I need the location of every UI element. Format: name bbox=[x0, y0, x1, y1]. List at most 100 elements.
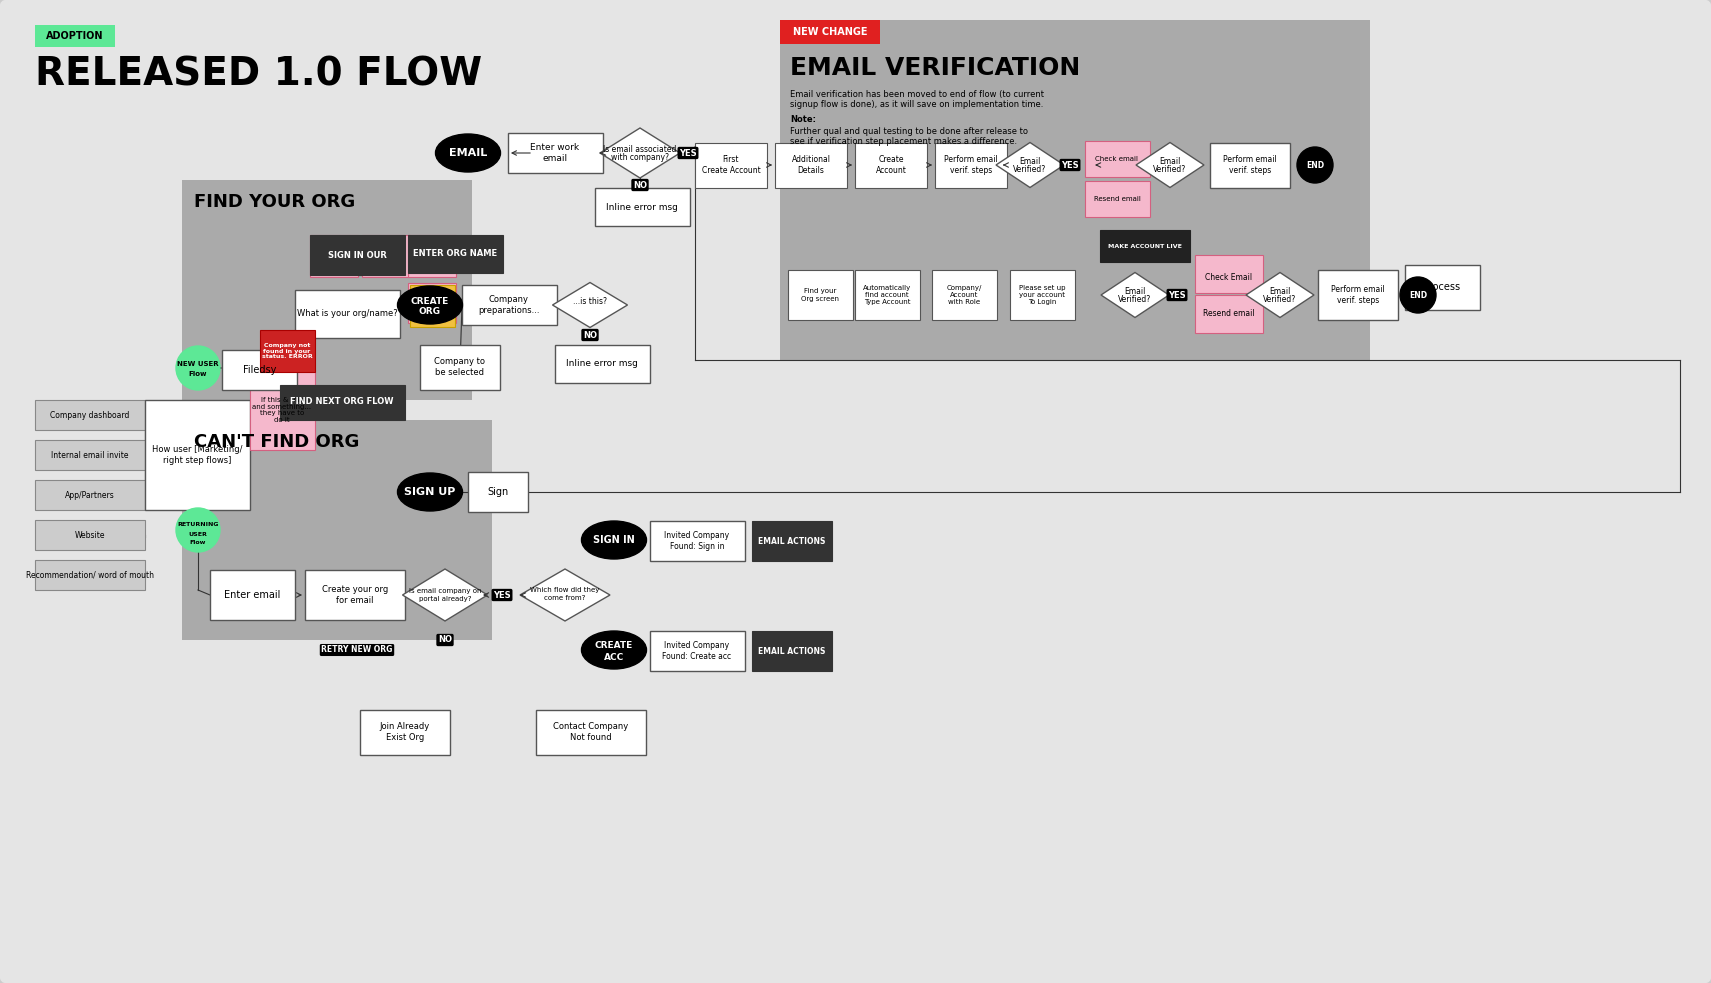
Circle shape bbox=[176, 346, 221, 390]
Text: YES: YES bbox=[1169, 291, 1186, 300]
Ellipse shape bbox=[582, 521, 647, 559]
Circle shape bbox=[1297, 147, 1333, 183]
Text: ENTER ORG NAME: ENTER ORG NAME bbox=[412, 250, 498, 259]
Text: Email: Email bbox=[1160, 156, 1181, 165]
Text: Which flow did they: Which flow did they bbox=[530, 587, 599, 593]
Text: Flow: Flow bbox=[188, 371, 207, 377]
Text: Is email associated: Is email associated bbox=[604, 145, 676, 153]
Text: Recommendation/ word of mouth: Recommendation/ word of mouth bbox=[26, 570, 154, 580]
Bar bbox=[695, 143, 767, 188]
Bar bbox=[1100, 230, 1189, 262]
Text: Contact Company
Not found: Contact Company Not found bbox=[553, 723, 628, 742]
Text: NO: NO bbox=[633, 181, 647, 190]
Text: NO: NO bbox=[583, 330, 597, 339]
Bar bbox=[856, 270, 921, 320]
Text: USER: USER bbox=[188, 532, 207, 537]
Bar bbox=[359, 710, 450, 755]
Text: Verified?: Verified? bbox=[1119, 295, 1152, 304]
Bar bbox=[305, 570, 406, 620]
Text: Note:: Note: bbox=[790, 115, 816, 124]
Bar bbox=[34, 25, 115, 47]
Text: Additional
Details: Additional Details bbox=[792, 155, 830, 175]
Text: Perform email
verif. steps: Perform email verif. steps bbox=[1223, 155, 1276, 175]
Text: Check Email: Check Email bbox=[1206, 272, 1252, 281]
Text: First
Create Account: First Create Account bbox=[702, 155, 760, 175]
Polygon shape bbox=[1246, 272, 1314, 318]
Text: Website: Website bbox=[75, 531, 106, 540]
Bar bbox=[34, 560, 145, 590]
Text: Create your org
for email: Create your org for email bbox=[322, 585, 388, 605]
Bar bbox=[181, 420, 493, 640]
Text: Inline error msg: Inline error msg bbox=[566, 360, 638, 369]
Bar bbox=[34, 400, 145, 430]
Text: Inline error msg: Inline error msg bbox=[606, 202, 678, 211]
Bar bbox=[310, 235, 358, 277]
Text: Verified?: Verified? bbox=[1013, 164, 1047, 174]
Bar bbox=[508, 133, 602, 173]
Text: Email: Email bbox=[1270, 286, 1290, 296]
Text: ACC: ACC bbox=[604, 654, 625, 663]
Bar bbox=[856, 143, 927, 188]
Circle shape bbox=[176, 508, 221, 552]
Text: with company?: with company? bbox=[611, 153, 669, 162]
Text: Verified?: Verified? bbox=[1153, 164, 1187, 174]
Bar bbox=[294, 290, 400, 338]
Text: Invited Company
Found: Create acc: Invited Company Found: Create acc bbox=[662, 641, 732, 661]
Text: Resend email: Resend email bbox=[1093, 196, 1141, 202]
Bar bbox=[789, 270, 854, 320]
Bar bbox=[407, 235, 503, 273]
Bar bbox=[1009, 270, 1075, 320]
Text: YES: YES bbox=[493, 591, 512, 600]
Text: RELEASED 1.0 FLOW: RELEASED 1.0 FLOW bbox=[34, 56, 483, 94]
Text: SIGN IN OUR: SIGN IN OUR bbox=[327, 251, 387, 260]
Text: ...is this?: ...is this? bbox=[573, 297, 607, 306]
Ellipse shape bbox=[582, 631, 647, 669]
Bar bbox=[34, 520, 145, 550]
Bar bbox=[650, 521, 744, 561]
Ellipse shape bbox=[397, 473, 462, 511]
Text: Enter work
email: Enter work email bbox=[530, 144, 580, 163]
Bar bbox=[310, 235, 406, 275]
Text: Join Already
Exist Org: Join Already Exist Org bbox=[380, 723, 429, 742]
Bar bbox=[932, 270, 998, 320]
Text: Verified?: Verified? bbox=[1263, 295, 1297, 304]
Bar bbox=[595, 188, 690, 226]
Bar bbox=[210, 570, 294, 620]
Ellipse shape bbox=[436, 134, 501, 172]
Text: come from?: come from? bbox=[544, 595, 585, 601]
Text: CREATE: CREATE bbox=[411, 297, 448, 306]
Text: Email verification has been moved to end of flow (to current
signup flow is done: Email verification has been moved to end… bbox=[790, 90, 1044, 109]
Polygon shape bbox=[553, 282, 628, 327]
Bar bbox=[753, 521, 832, 561]
Text: NO: NO bbox=[438, 635, 452, 645]
Text: CREATE: CREATE bbox=[595, 642, 633, 651]
Bar bbox=[407, 235, 457, 277]
Text: Company to
be selected: Company to be selected bbox=[435, 357, 486, 376]
Text: END: END bbox=[1305, 160, 1324, 169]
Bar bbox=[181, 180, 472, 400]
Text: Perform email
verif. steps: Perform email verif. steps bbox=[1331, 285, 1384, 305]
Bar bbox=[650, 631, 744, 671]
Ellipse shape bbox=[397, 286, 462, 324]
Polygon shape bbox=[1100, 272, 1169, 318]
Polygon shape bbox=[520, 569, 611, 621]
Text: Filedsy: Filedsy bbox=[243, 365, 277, 375]
Text: Company not
found in your
status. ERROR: Company not found in your status. ERROR bbox=[262, 343, 313, 360]
Bar bbox=[1085, 141, 1150, 177]
Bar bbox=[1405, 265, 1480, 310]
Text: YES: YES bbox=[1061, 160, 1080, 169]
Text: Process: Process bbox=[1424, 282, 1461, 292]
Bar bbox=[934, 143, 1008, 188]
Text: END: END bbox=[1408, 291, 1427, 300]
Text: ADOPTION: ADOPTION bbox=[46, 31, 104, 41]
Text: RETURNING: RETURNING bbox=[178, 523, 219, 528]
Text: How user [Marketing/
right step flows]: How user [Marketing/ right step flows] bbox=[152, 445, 243, 465]
Bar bbox=[411, 285, 455, 327]
Bar bbox=[554, 345, 650, 383]
Text: Company dashboard: Company dashboard bbox=[50, 411, 130, 420]
Text: EMAIL ACTIONS: EMAIL ACTIONS bbox=[758, 537, 826, 546]
Bar bbox=[1085, 181, 1150, 217]
Text: EMAIL: EMAIL bbox=[448, 148, 488, 158]
Bar bbox=[281, 385, 406, 420]
Polygon shape bbox=[402, 569, 488, 621]
